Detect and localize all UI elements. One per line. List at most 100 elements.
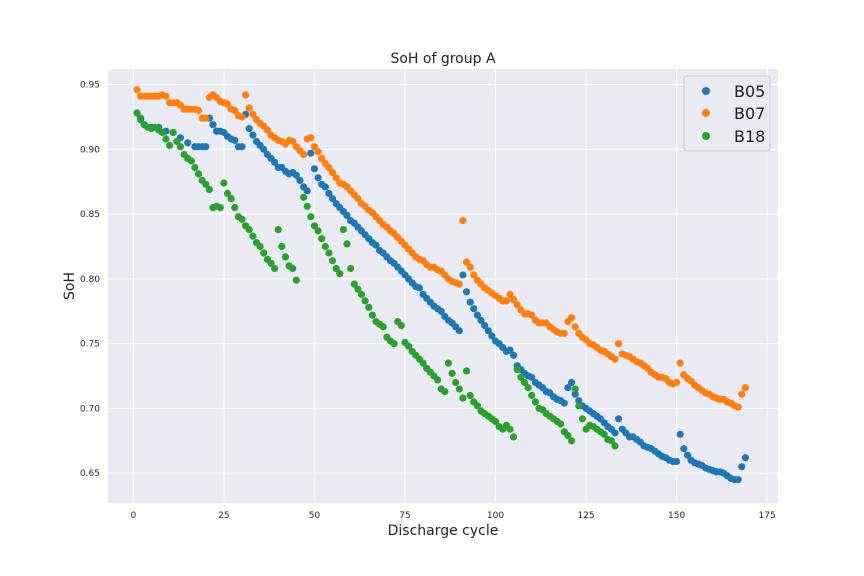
data-point	[734, 403, 742, 411]
data-point	[680, 445, 688, 453]
data-point	[194, 170, 203, 178]
data-point	[365, 303, 373, 311]
data-point	[470, 271, 478, 279]
x-tick-label: 125	[577, 511, 594, 521]
data-point	[571, 390, 579, 398]
y-tick-label: 0.95	[80, 81, 100, 91]
data-point	[560, 329, 568, 337]
data-point	[347, 264, 355, 273]
data-point	[379, 323, 387, 331]
data-point	[303, 202, 311, 210]
data-point	[509, 351, 518, 359]
legend-label-b05: B05	[734, 82, 765, 101]
data-point	[162, 135, 170, 143]
data-point	[564, 432, 572, 440]
data-point	[437, 307, 445, 315]
chart-title: SoH of group A	[390, 51, 495, 67]
data-point	[611, 355, 619, 363]
data-point	[575, 397, 583, 405]
data-point	[223, 189, 232, 197]
data-point	[289, 264, 297, 273]
data-point	[738, 463, 746, 471]
data-point	[481, 321, 489, 330]
data-point	[354, 195, 362, 203]
data-point	[354, 285, 362, 293]
data-point	[249, 110, 257, 118]
data-point	[133, 86, 141, 94]
data-point	[531, 398, 540, 406]
plot-area	[108, 69, 778, 503]
data-point	[513, 301, 521, 309]
data-point	[271, 264, 279, 273]
data-point	[332, 264, 340, 273]
data-point	[267, 259, 275, 267]
data-point	[300, 150, 308, 159]
data-point	[673, 457, 681, 466]
data-point	[216, 204, 224, 212]
data-point	[459, 394, 467, 402]
data-point	[361, 297, 369, 305]
data-point	[568, 314, 576, 322]
data-point	[611, 429, 619, 437]
data-point	[607, 437, 616, 445]
data-point	[133, 109, 141, 117]
grid	[108, 69, 778, 503]
data-point	[611, 442, 619, 450]
data-point	[260, 145, 268, 153]
data-point	[448, 369, 456, 377]
data-point	[615, 415, 623, 423]
data-point	[339, 226, 347, 234]
data-point	[260, 249, 268, 257]
data-point	[578, 415, 587, 423]
y-axis-label: SoH	[62, 272, 78, 300]
data-point	[491, 417, 500, 425]
data-point	[350, 280, 358, 288]
data-point	[477, 316, 485, 324]
data-point	[318, 154, 326, 162]
data-point	[528, 391, 536, 400]
data-point	[741, 454, 750, 462]
data-point	[202, 114, 210, 122]
data-point	[209, 121, 217, 129]
data-point	[176, 143, 184, 151]
data-point	[325, 249, 333, 257]
data-point	[405, 342, 413, 350]
data-point	[202, 143, 210, 151]
data-point	[292, 171, 300, 179]
data-point	[513, 366, 521, 374]
data-point	[509, 433, 518, 441]
data-point	[292, 276, 300, 284]
data-point	[434, 376, 442, 384]
data-point	[441, 388, 449, 396]
data-point	[263, 126, 271, 134]
data-point	[557, 420, 565, 428]
data-point	[332, 174, 340, 182]
data-point	[343, 211, 351, 219]
data-point	[564, 384, 572, 392]
data-point	[473, 402, 481, 410]
data-point	[137, 114, 145, 122]
data-point	[271, 158, 279, 166]
data-point	[741, 384, 750, 392]
data-point	[227, 195, 235, 203]
data-point	[390, 340, 398, 348]
data-point	[462, 367, 471, 375]
data-point	[249, 131, 257, 139]
data-point	[419, 359, 427, 367]
data-point	[245, 104, 253, 112]
data-point	[517, 373, 525, 381]
data-point	[318, 235, 326, 243]
data-point	[738, 390, 746, 398]
data-point	[683, 451, 692, 459]
data-point	[256, 242, 264, 251]
legend-marker-b07	[702, 109, 710, 117]
data-point	[568, 378, 576, 387]
data-point	[506, 290, 514, 298]
y-tick-label: 0.70	[80, 404, 100, 414]
data-point	[223, 100, 232, 108]
data-point	[673, 378, 681, 387]
y-tick-label: 0.90	[80, 145, 100, 155]
legend: B05 B07 B18	[683, 75, 771, 152]
legend-label-b07: B07	[734, 104, 765, 123]
data-point	[466, 263, 474, 271]
